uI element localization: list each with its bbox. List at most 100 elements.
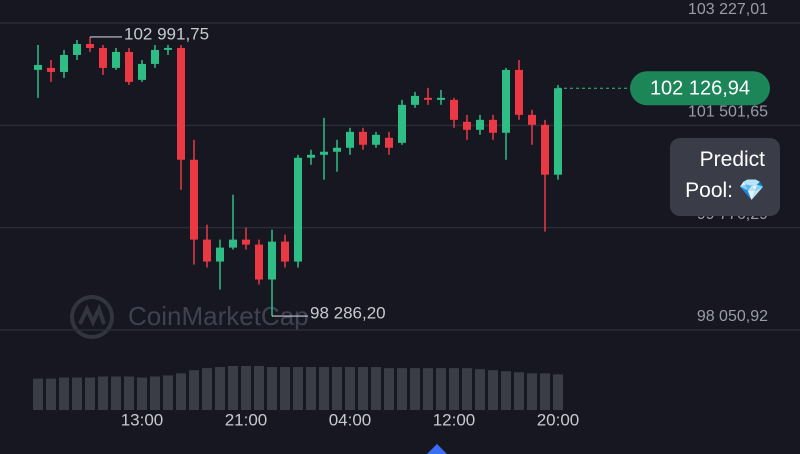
volume-bar [410,368,420,410]
candle-body [60,54,68,72]
candle-body [229,239,237,248]
candle-body [255,244,263,280]
candle-body [73,43,81,55]
volume-bar [501,371,511,410]
volume-bar [488,370,498,410]
volume-bar [46,378,56,410]
x-tick-label: 04:00 [329,410,372,429]
volume-bar [345,367,355,410]
volume-bar [553,374,563,410]
candle-body [125,51,133,82]
y-tick-label: 101 501,65 [688,104,768,121]
candle-body [476,119,484,130]
x-tick-label: 12:00 [433,410,476,429]
candle-body [450,99,458,120]
volume-bar [306,367,316,410]
candle-body [138,63,146,80]
volume-bar [514,372,524,410]
volume-bar [163,375,173,410]
volume-bar [228,366,238,410]
low-label: 98 286,20 [310,304,386,323]
volume-bar [137,377,147,410]
volume-bar [358,367,368,410]
candle-body [203,239,211,262]
candle-body [437,97,445,100]
volume-bar [85,377,95,410]
volume-bar [189,370,199,410]
volume-bar [319,367,329,410]
side-panel-text: Predict Pool: 💎 [685,148,771,202]
candle-body [398,104,406,143]
candle-body [346,131,354,148]
current-price-pill [630,71,770,106]
candle-body [541,124,549,175]
candle-body [359,131,367,145]
candle-body [190,159,198,240]
volume-bar [423,368,433,410]
candle-body [281,241,289,262]
watermark-logo [70,295,114,339]
volume-bar [176,373,186,410]
volume-bar [111,376,121,410]
volume-bar [475,369,485,410]
candle-body [554,88,562,175]
candle-body [307,154,315,158]
volume-bar [397,368,407,410]
y-tick-label: 98 050,92 [697,308,768,325]
volume-bar [254,366,264,410]
volume-bar [436,368,446,410]
candle-body [333,147,341,152]
candle-body [151,49,159,64]
volume-bar [449,368,459,410]
y-tick-label: 103 227,01 [688,1,768,18]
volume-bar [98,376,108,410]
x-tick-label: 21:00 [225,410,268,429]
candle-body [385,137,393,148]
volume-bar [267,367,277,410]
candle-body [47,67,55,72]
volume-bar [293,367,303,410]
candle-body [463,121,471,130]
candle-body [99,47,107,68]
candle-body [528,114,536,125]
candle-body [489,119,497,133]
candle-body [372,134,380,145]
volume-bar [540,373,550,410]
candle-body [424,97,432,100]
candle-body [411,95,419,105]
candle-body [216,247,224,262]
volume-bar [241,366,251,410]
candle-body [320,151,328,155]
side-panel[interactable] [670,138,780,216]
candle-body [502,69,510,133]
candle-body [164,47,172,50]
nav-indicator [427,444,447,454]
volume-bar [371,367,381,410]
x-tick-label: 20:00 [537,410,580,429]
volume-bar [150,376,160,410]
candle-body [515,69,523,115]
volume-bar [72,377,82,410]
volume-bar [124,376,134,410]
volume-bar [384,368,394,410]
candle-body [294,157,302,262]
volume-bar [527,373,537,410]
candle-body [242,239,250,245]
candle-body [268,241,276,280]
volume-bar [202,368,212,410]
volume-bar [332,367,342,410]
candle-body [112,51,120,68]
candle-body [86,43,94,48]
current-price-label: 102 126,94 [650,78,750,100]
volume-bar [59,377,69,410]
volume-bar [462,368,472,410]
candle-body [177,47,185,160]
high-label: 102 991,75 [124,24,209,43]
candle-body [34,64,42,70]
x-tick-label: 13:00 [121,410,164,429]
side-panel-label: Predict Pool: 💎 [685,148,771,202]
volume-bar [215,367,225,410]
volume-bar [280,367,290,410]
volume-bar [33,378,43,410]
